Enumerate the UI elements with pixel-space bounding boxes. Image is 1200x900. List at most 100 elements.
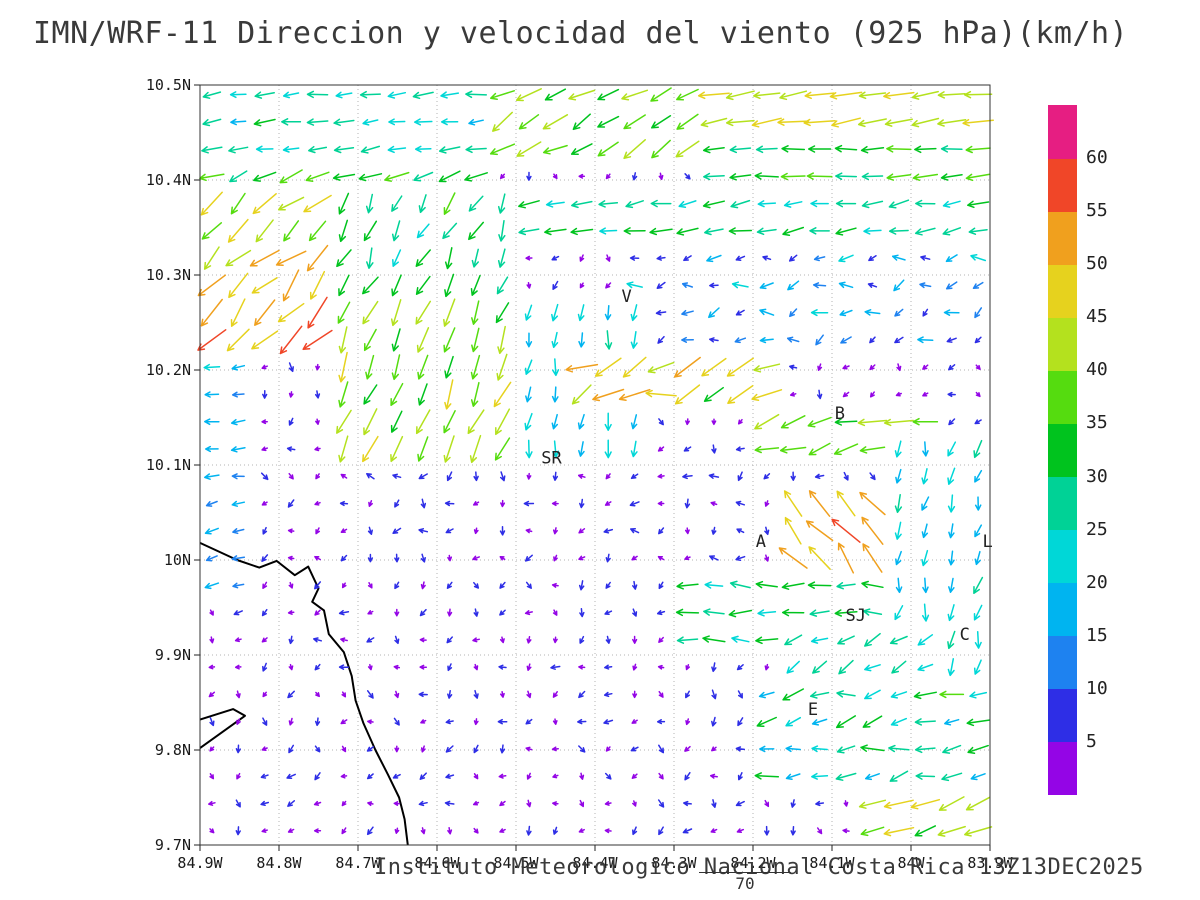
wind-arrow <box>684 555 691 561</box>
wind-arrow <box>209 636 215 644</box>
wind-arrow <box>394 553 400 563</box>
wind-arrow <box>277 302 305 323</box>
wind-arrow <box>859 491 886 516</box>
wind-arrow <box>843 800 849 807</box>
wind-arrow <box>842 828 850 834</box>
wind-arrow <box>366 247 374 269</box>
wind-arrow <box>499 525 506 536</box>
wind-arrow <box>228 146 249 154</box>
wind-arrow <box>525 439 533 459</box>
y-tick-label: 9.7N <box>155 836 191 854</box>
wind-arrow <box>942 227 962 236</box>
wind-arrow <box>632 690 638 699</box>
wind-arrow <box>261 637 268 643</box>
wind-arrow <box>603 528 614 534</box>
wind-arrow <box>735 446 745 452</box>
wind-arrow <box>445 745 454 753</box>
wind-arrow <box>676 88 699 101</box>
wind-arrow <box>444 800 455 807</box>
wind-arrow <box>974 336 982 344</box>
wind-arrow <box>287 690 295 699</box>
wind-arrow <box>438 170 461 183</box>
wind-arrow <box>622 356 647 378</box>
wind-arrow <box>943 309 960 316</box>
wind-arrow <box>629 255 640 261</box>
wind-arrow <box>630 528 640 534</box>
wind-arrow <box>253 118 276 127</box>
wind-arrow <box>394 499 400 508</box>
wind-arrow <box>704 227 724 236</box>
wind-arrow <box>702 200 725 209</box>
wind-arrow <box>201 222 223 240</box>
wind-arrow <box>230 446 246 453</box>
wind-arrow <box>306 90 329 99</box>
wind-arrow <box>262 526 268 535</box>
wind-arrow <box>340 637 348 643</box>
wind-arrow <box>499 581 506 589</box>
wind-arrow <box>673 356 701 378</box>
wind-arrow <box>604 439 612 459</box>
wind-arrow <box>973 659 982 675</box>
wind-arrow <box>524 610 533 616</box>
wind-arrow <box>552 801 559 806</box>
wind-arrow <box>683 446 692 452</box>
wind-arrow <box>362 435 379 463</box>
wind-arrow <box>384 171 410 182</box>
wind-arrow <box>657 501 665 506</box>
wind-arrow <box>518 114 540 130</box>
wind-arrow <box>202 91 222 99</box>
wind-arrow <box>442 222 458 240</box>
wind-arrow <box>261 828 268 833</box>
wind-arrow <box>314 772 321 781</box>
wind-arrow <box>420 745 426 753</box>
wind-arrow <box>232 582 245 589</box>
wind-arrow <box>764 500 770 507</box>
wind-arrow <box>921 549 929 567</box>
wind-arrow <box>418 194 427 214</box>
wind-arrow <box>789 364 798 370</box>
wind-arrow <box>947 467 956 485</box>
wind-arrow <box>937 91 966 99</box>
wind-arrow <box>861 172 884 181</box>
wind-arrow <box>780 172 806 181</box>
colorbar-tick-label: 30 <box>1086 465 1108 487</box>
wind-arrow <box>817 363 823 371</box>
wind-arrow <box>315 527 321 535</box>
wind-arrow <box>711 418 717 426</box>
wind-arrow <box>736 528 745 534</box>
wind-arrow <box>262 390 268 399</box>
wind-arrow <box>393 664 401 670</box>
wind-arrow <box>365 193 374 214</box>
wind-arrow <box>261 446 269 452</box>
wind-arrow <box>473 689 479 699</box>
wind-arrow <box>889 635 908 645</box>
wind-arrow <box>711 526 717 535</box>
wind-arrow <box>516 141 542 157</box>
colorbar-tick-label: 50 <box>1086 253 1108 275</box>
wind-arrow <box>737 772 743 781</box>
wind-arrow <box>392 473 402 479</box>
x-tick-label: 84.1W <box>809 854 855 872</box>
wind-arrow <box>861 580 884 589</box>
wind-arrow <box>390 382 404 406</box>
wind-arrow <box>786 660 800 674</box>
wind-arrow <box>805 520 834 542</box>
wind-arrow <box>807 581 832 589</box>
wind-arrow <box>754 172 779 180</box>
wind-arrow <box>816 827 823 835</box>
wind-arrow <box>912 173 939 181</box>
wind-arrow <box>551 386 559 403</box>
wind-arrow <box>570 143 593 155</box>
x-tick-label: 84.3W <box>651 854 697 872</box>
wind-arrow <box>785 745 801 753</box>
wind-arrow <box>261 554 269 562</box>
wind-arrow <box>518 227 540 236</box>
wind-arrow <box>676 636 699 644</box>
wind-arrow <box>762 255 772 261</box>
wind-arrow <box>577 473 586 479</box>
wind-arrow <box>893 279 905 292</box>
wind-arrow <box>645 389 677 398</box>
wind-arrow <box>684 745 691 752</box>
wind-arrow <box>420 827 426 835</box>
wind-arrow <box>225 249 252 267</box>
